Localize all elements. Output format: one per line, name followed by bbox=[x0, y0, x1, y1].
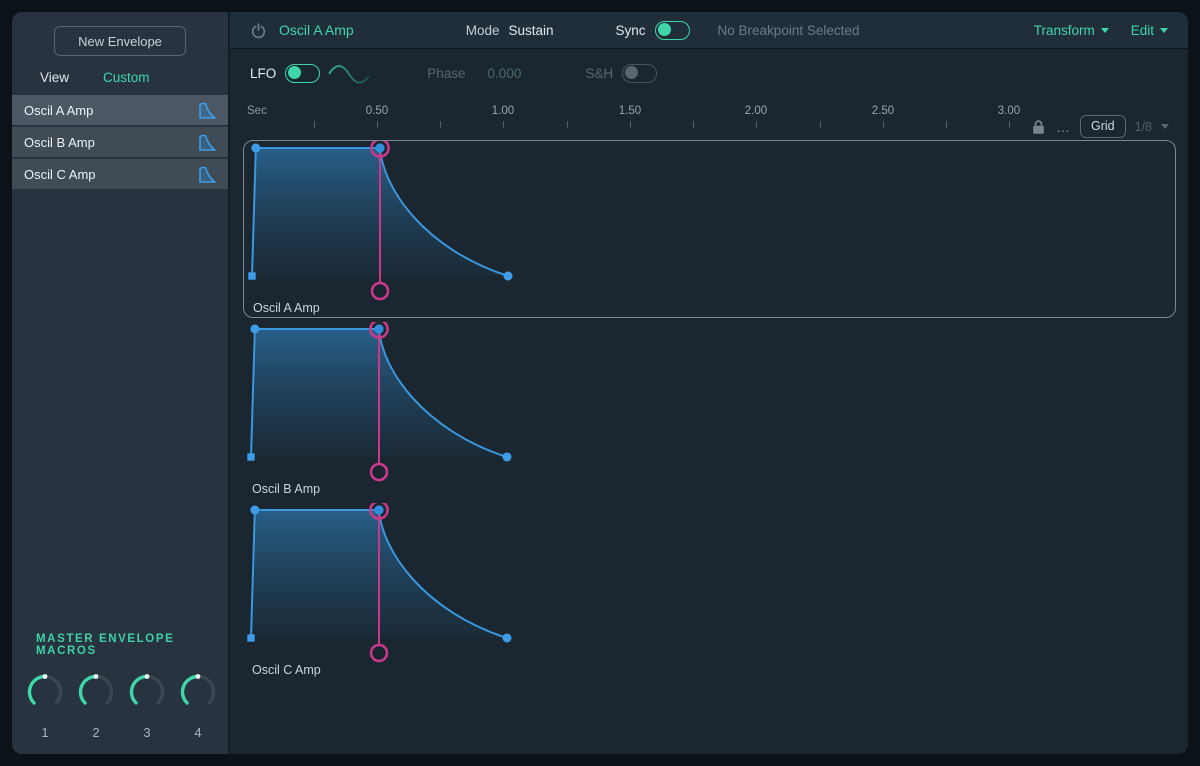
tab-custom[interactable]: Custom bbox=[103, 70, 150, 85]
lock-icon[interactable] bbox=[1030, 119, 1047, 135]
ruler-tick-label: 0.50 bbox=[365, 105, 389, 117]
edit-menu[interactable]: Edit bbox=[1131, 23, 1168, 38]
sample-hold-toggle[interactable] bbox=[622, 63, 658, 83]
ruler-tick-label: 1.50 bbox=[618, 105, 642, 117]
grid-division-value[interactable]: 1/8 bbox=[1134, 119, 1153, 134]
main-panel: Oscil A Amp Mode Sustain Sync No Breakpo… bbox=[230, 12, 1188, 754]
ruler-tick-label: 2.00 bbox=[744, 105, 768, 117]
ruler-tickmark bbox=[440, 121, 441, 128]
transform-label: Transform bbox=[1033, 22, 1095, 38]
phase-label: Phase bbox=[427, 65, 466, 81]
envelope-header-bar: Oscil A Amp Mode Sustain Sync No Breakpo… bbox=[230, 12, 1188, 49]
ruler-tickmark bbox=[883, 121, 884, 128]
ruler-tick-label: 1.00 bbox=[491, 105, 515, 117]
ruler-tick-label: 2.50 bbox=[871, 105, 895, 117]
ruler-tickmark bbox=[693, 121, 694, 128]
macros-heading: MASTER ENVELOPE MACROS bbox=[36, 633, 175, 657]
plugin-window: New Envelope View Custom Oscil A Amp Osc… bbox=[12, 12, 1188, 754]
ruler-tickmark bbox=[946, 121, 947, 128]
envelope-chart-oscil-c[interactable]: Oscil C Amp bbox=[243, 503, 1176, 681]
mode-label: Mode bbox=[465, 22, 500, 38]
envelope-charts-area: Oscil A Amp Oscil B Amp bbox=[230, 135, 1188, 754]
ruler-controls: … Grid 1/8 bbox=[1030, 115, 1170, 138]
chevron-down-icon bbox=[1160, 27, 1168, 33]
ruler-tickmark bbox=[1009, 121, 1010, 128]
breakpoint-status: No Breakpoint Selected bbox=[717, 22, 860, 38]
sync-label: Sync bbox=[615, 22, 646, 38]
time-ruler[interactable]: Sec 0.50 1.00 1.50 2.00 2.50 3.00 … Grid 1/8 bbox=[230, 97, 1188, 138]
phase-value-field[interactable]: 0.000 bbox=[487, 65, 522, 81]
tab-view[interactable]: View bbox=[40, 70, 70, 85]
grid-button[interactable]: Grid bbox=[1080, 115, 1126, 138]
macro-knob-label: 2 bbox=[92, 725, 100, 740]
master-envelope-macros: MASTER ENVELOPE MACROS 1 2 3 bbox=[12, 633, 228, 754]
ruler-tickmark bbox=[567, 121, 568, 128]
sine-wave-icon bbox=[328, 65, 371, 84]
macro-knob-2[interactable] bbox=[77, 673, 115, 716]
mode-value[interactable]: Sustain bbox=[508, 22, 554, 38]
ruler-tickmark bbox=[820, 121, 821, 128]
envelope-list-item-oscil-a[interactable]: Oscil A Amp bbox=[12, 95, 228, 125]
macro-knob-label: 4 bbox=[194, 725, 202, 740]
sync-toggle[interactable] bbox=[654, 20, 690, 40]
ruler-unit-label: Sec bbox=[247, 105, 267, 117]
envelope-list: Oscil A Amp Oscil B Amp Oscil C Amp bbox=[12, 95, 228, 189]
view-tabs: View Custom bbox=[12, 70, 228, 85]
edit-label: Edit bbox=[1130, 22, 1154, 38]
envelope-chart-label: Oscil A Amp bbox=[253, 301, 320, 315]
ruler-tickmark bbox=[630, 121, 631, 128]
macro-knobs-row: 1 2 3 4 bbox=[12, 673, 228, 740]
ruler-tickmark bbox=[756, 121, 757, 128]
macro-knob-3[interactable] bbox=[128, 673, 166, 716]
envelope-list-item-oscil-c[interactable]: Oscil C Amp bbox=[12, 159, 228, 189]
envelope-list-item-oscil-b[interactable]: Oscil B Amp bbox=[12, 127, 228, 157]
sidebar: New Envelope View Custom Oscil A Amp Osc… bbox=[12, 12, 230, 754]
envelope-title: Oscil A Amp bbox=[279, 22, 354, 38]
macro-knob-label: 1 bbox=[41, 725, 49, 740]
lfo-toggle[interactable] bbox=[285, 63, 321, 83]
envelope-chart-label: Oscil B Amp bbox=[252, 482, 321, 496]
envelope-shape-icon bbox=[199, 102, 216, 119]
ruler-tickmark bbox=[314, 121, 315, 128]
envelope-chart-label: Oscil C Amp bbox=[252, 663, 321, 677]
macro-knob-4[interactable] bbox=[179, 673, 217, 716]
envelope-shape-icon bbox=[199, 166, 216, 183]
sample-hold-label: S&H bbox=[585, 65, 614, 81]
envelope-item-label: Oscil A Amp bbox=[24, 102, 94, 118]
transform-menu[interactable]: Transform bbox=[1034, 23, 1109, 38]
ruler-tickmark bbox=[503, 121, 504, 128]
lfo-label: LFO bbox=[250, 65, 277, 81]
envelope-item-label: Oscil C Amp bbox=[24, 166, 96, 182]
new-envelope-button[interactable]: New Envelope bbox=[54, 26, 186, 56]
envelope-chart-oscil-b[interactable]: Oscil B Amp bbox=[243, 322, 1176, 500]
envelope-item-label: Oscil B Amp bbox=[24, 134, 95, 150]
ruler-tick-label: 3.00 bbox=[997, 105, 1021, 117]
power-icon[interactable] bbox=[250, 22, 267, 39]
lfo-row: LFO Phase 0.000 S&H bbox=[230, 49, 1188, 97]
ruler-tickmark bbox=[377, 121, 378, 128]
envelope-chart-oscil-a[interactable]: Oscil A Amp bbox=[243, 140, 1176, 318]
more-options-icon[interactable]: … bbox=[1056, 118, 1071, 135]
macro-knob-label: 3 bbox=[143, 725, 151, 740]
envelope-shape-icon bbox=[199, 134, 216, 151]
macro-knob-1[interactable] bbox=[26, 673, 64, 716]
chevron-down-icon[interactable] bbox=[1161, 124, 1170, 129]
chevron-down-icon bbox=[1100, 27, 1109, 33]
